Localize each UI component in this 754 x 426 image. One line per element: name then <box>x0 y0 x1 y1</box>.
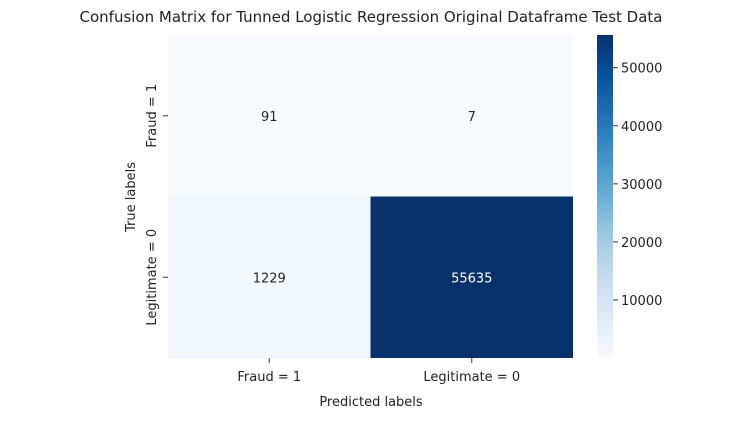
heatmap-cells <box>168 35 573 358</box>
y-tick-label: Legitimate = 0 <box>145 229 160 326</box>
heatmap-cell <box>168 35 371 197</box>
x-tick-label: Legitimate = 0 <box>423 370 520 385</box>
y-axis-label: True labels <box>124 162 139 233</box>
x-axis-ticks: Fraud = 1 Legitimate = 0 <box>237 358 520 385</box>
colorbar-tick-label: 50000 <box>621 62 662 77</box>
cell-value-label: 55635 <box>451 271 492 286</box>
colorbar <box>597 35 613 358</box>
heatmap-cell <box>370 196 573 358</box>
chart-title: Confusion Matrix for Tunned Logistic Reg… <box>80 8 663 26</box>
colorbar-tick-label: 20000 <box>621 236 662 251</box>
colorbar-tick-label: 10000 <box>621 294 662 309</box>
colorbar-tick-label: 40000 <box>621 120 662 135</box>
heatmap-cell <box>370 35 573 197</box>
heatmap-cell <box>168 196 371 358</box>
y-axis-ticks: Fraud = 1 Legitimate = 0 <box>145 84 168 326</box>
x-tick-label: Fraud = 1 <box>237 370 301 385</box>
x-axis-label: Predicted labels <box>319 395 423 410</box>
colorbar-ticks: 10000 20000 30000 40000 50000 <box>613 62 662 309</box>
cell-value-label: 1229 <box>253 271 286 286</box>
cell-value-label: 7 <box>468 110 476 125</box>
colorbar-tick-label: 30000 <box>621 178 662 193</box>
cell-value-label: 91 <box>261 110 278 125</box>
y-tick-label: Fraud = 1 <box>145 84 160 148</box>
heatmap-cell-labels: 91 7 1229 55635 <box>253 110 493 287</box>
